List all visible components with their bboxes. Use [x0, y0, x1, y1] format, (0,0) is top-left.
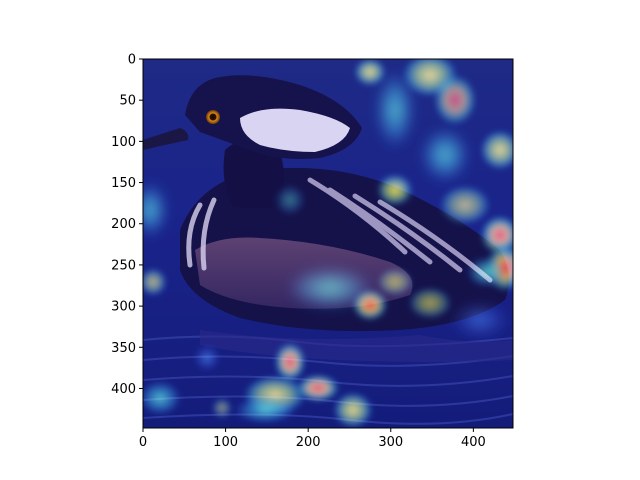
- y-axis: 0 50 100 150 200 250 300 350 400: [111, 53, 143, 397]
- y-tick-label: 250: [111, 258, 136, 273]
- y-tick-label: 150: [111, 176, 136, 191]
- y-tick-label: 200: [111, 217, 136, 232]
- x-tick-label: 0: [139, 435, 147, 450]
- heatmap-image: [143, 59, 513, 428]
- axes-frame: [142, 58, 514, 429]
- x-tick-label: 100: [213, 435, 238, 450]
- x-tick-label: 400: [461, 435, 486, 450]
- y-tick-label: 300: [111, 300, 136, 315]
- y-tick-label: 100: [111, 135, 136, 150]
- saliency-overlay: [143, 59, 513, 428]
- y-tick-label: 400: [111, 382, 136, 397]
- x-tick-label: 300: [378, 435, 403, 450]
- x-axis: 0 100 200 300 400: [139, 428, 486, 450]
- y-tick-label: 50: [119, 94, 136, 109]
- y-tick-label: 0: [128, 53, 136, 68]
- y-tick-label: 350: [111, 341, 136, 356]
- x-tick-label: 200: [296, 435, 321, 450]
